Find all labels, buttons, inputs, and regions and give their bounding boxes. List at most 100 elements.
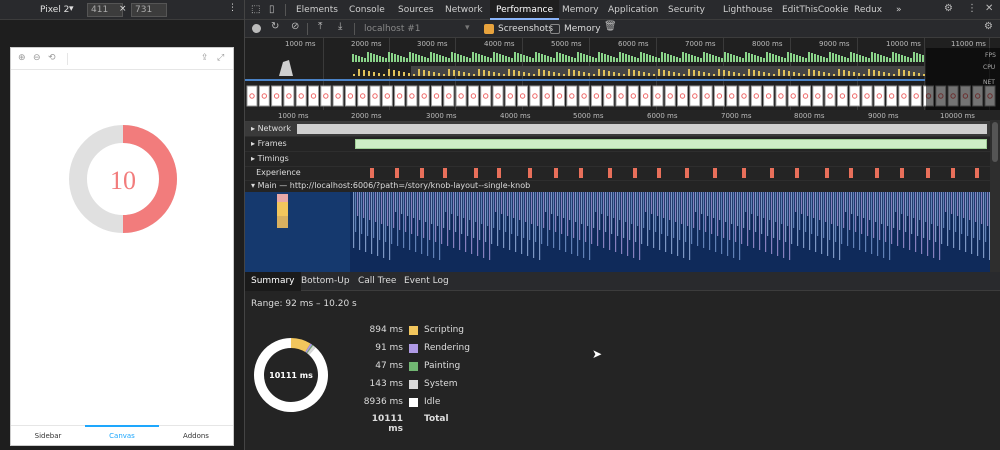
inspect-icon[interactable]: ⬚: [251, 4, 261, 15]
layout-shift-mark[interactable]: [900, 168, 904, 178]
tab-bottomup[interactable]: Bottom-Up: [301, 276, 350, 286]
tab-lighthouse[interactable]: Lighthouse: [723, 5, 773, 15]
call-stack-bar: [499, 192, 501, 230]
layout-shift-mark[interactable]: [474, 168, 478, 178]
call-stack-bar: [895, 192, 897, 212]
device-toggle-icon[interactable]: ▯: [269, 4, 275, 15]
tab-application[interactable]: Application: [608, 5, 659, 15]
tab-elements[interactable]: Elements: [296, 5, 338, 15]
more-options-icon[interactable]: ⋮: [967, 3, 977, 14]
layout-shift-mark[interactable]: [497, 168, 501, 178]
download-icon[interactable]: ⤓: [338, 21, 343, 32]
call-stack-bar: [439, 192, 441, 260]
call-stack-bar: [651, 192, 653, 214]
call-stack-bar: [817, 192, 819, 236]
fps-bar: [835, 54, 837, 62]
layout-shift-mark[interactable]: [579, 168, 583, 178]
tab-summary[interactable]: Summary: [245, 272, 301, 291]
upload-icon[interactable]: ⤒: [318, 21, 323, 32]
tab-sources[interactable]: Sources: [398, 5, 434, 15]
call-stack-bar: [739, 192, 741, 260]
thumb-donut: [852, 93, 858, 99]
screenshots-checkbox[interactable]: [484, 24, 494, 34]
nav-addons[interactable]: Addons: [183, 432, 209, 440]
layout-shift-mark[interactable]: [528, 168, 532, 178]
layout-shift-mark[interactable]: [657, 168, 661, 178]
layout-shift-mark[interactable]: [742, 168, 746, 178]
reload-icon[interactable]: ↻: [271, 21, 280, 32]
fullscreen-icon[interactable]: ⤢: [217, 53, 225, 63]
settings-icon[interactable]: ⚙: [944, 3, 953, 14]
layout-shift-mark[interactable]: [825, 168, 829, 178]
timeline-overview[interactable]: 1000 ms 2000 ms 3000 ms 4000 ms 5000 ms 6000 …: [245, 38, 1000, 110]
call-stack-bar: [629, 192, 631, 240]
reset-zoom-icon[interactable]: ⟲: [48, 53, 56, 63]
call-stack-bar: [821, 192, 823, 254]
layout-shift-mark[interactable]: [926, 168, 930, 178]
experience-track[interactable]: Experience: [245, 166, 1000, 181]
tab-calltree[interactable]: Call Tree: [358, 276, 397, 286]
tab-[interactable]: »: [896, 5, 902, 15]
tab-memory[interactable]: Memory: [562, 5, 599, 15]
zoom-in-icon[interactable]: ⊕: [18, 53, 26, 63]
tab-console[interactable]: Console: [349, 5, 385, 15]
memory-checkbox[interactable]: [550, 24, 560, 34]
more-options-icon[interactable]: ⋮: [228, 3, 237, 13]
trash-icon[interactable]: 🗑: [604, 21, 617, 32]
thumb-donut: [372, 93, 378, 99]
call-stack-bar: [883, 192, 885, 258]
device-width-input[interactable]: 411: [87, 3, 123, 17]
layout-shift-mark[interactable]: [370, 168, 374, 178]
thumb-donut: [642, 93, 649, 99]
call-stack-bar: [891, 192, 893, 244]
overview-tick: 9000 ms: [819, 40, 850, 48]
close-icon[interactable]: ✕: [985, 3, 994, 14]
frames-track[interactable]: ▸ Frames: [245, 137, 1000, 152]
tab-network[interactable]: Network: [445, 5, 483, 15]
layout-shift-mark[interactable]: [875, 168, 879, 178]
device-height-input[interactable]: 731: [131, 3, 167, 17]
timings-track[interactable]: ▸ Timings: [245, 152, 1000, 167]
layout-shift-mark[interactable]: [849, 168, 853, 178]
tab-security[interactable]: Security: [668, 5, 705, 15]
call-stack-bar: [873, 192, 875, 238]
thumb-donut: [901, 93, 907, 99]
timeline-scrollbar[interactable]: [990, 120, 1000, 272]
cpu-bar: [608, 71, 610, 76]
layout-shift-mark[interactable]: [554, 168, 558, 178]
knob-donut[interactable]: 10: [67, 123, 179, 235]
layout-shift-mark[interactable]: [633, 168, 637, 178]
layout-shift-mark[interactable]: [395, 168, 399, 178]
layout-shift-mark[interactable]: [420, 168, 424, 178]
clear-icon[interactable]: ⊘: [291, 21, 300, 32]
main-thread-track[interactable]: ▾ Main — http://localhost:6006/?path=/st…: [245, 181, 1000, 192]
layout-shift-mark[interactable]: [713, 168, 717, 178]
layout-shift-mark[interactable]: [770, 168, 774, 178]
fps-bar: [811, 53, 813, 62]
call-stack-bar: [557, 192, 559, 216]
layout-shift-mark[interactable]: [443, 168, 447, 178]
capture-settings-icon[interactable]: ⚙: [984, 21, 993, 32]
network-track[interactable]: ▸ Network: [245, 122, 1000, 137]
layout-shift-mark[interactable]: [685, 168, 689, 178]
tab-redux[interactable]: Redux: [854, 5, 883, 15]
call-stack-bar: [657, 192, 659, 216]
tab-eventlog[interactable]: Event Log: [404, 276, 449, 286]
tab-performance[interactable]: Performance: [490, 0, 560, 20]
scrollbar-thumb[interactable]: [992, 122, 998, 162]
layout-shift-mark[interactable]: [975, 168, 979, 178]
nav-sidebar[interactable]: Sidebar: [34, 432, 62, 440]
tab-editthiscookie[interactable]: EditThisCookie: [782, 5, 849, 15]
device-select[interactable]: Pixel 2: [40, 5, 70, 15]
zoom-out-icon[interactable]: ⊖: [33, 53, 41, 63]
layout-shift-mark[interactable]: [795, 168, 799, 178]
call-stack-bar: [611, 192, 613, 234]
recording-select[interactable]: localhost #1: [364, 24, 421, 34]
record-icon[interactable]: [252, 24, 261, 33]
main-flame-chart[interactable]: [245, 192, 990, 272]
pane-separator[interactable]: [244, 0, 245, 450]
layout-shift-mark[interactable]: [951, 168, 955, 178]
nav-canvas[interactable]: Canvas: [109, 432, 135, 440]
layout-shift-mark[interactable]: [608, 168, 612, 178]
share-icon[interactable]: ⇪: [201, 53, 209, 63]
